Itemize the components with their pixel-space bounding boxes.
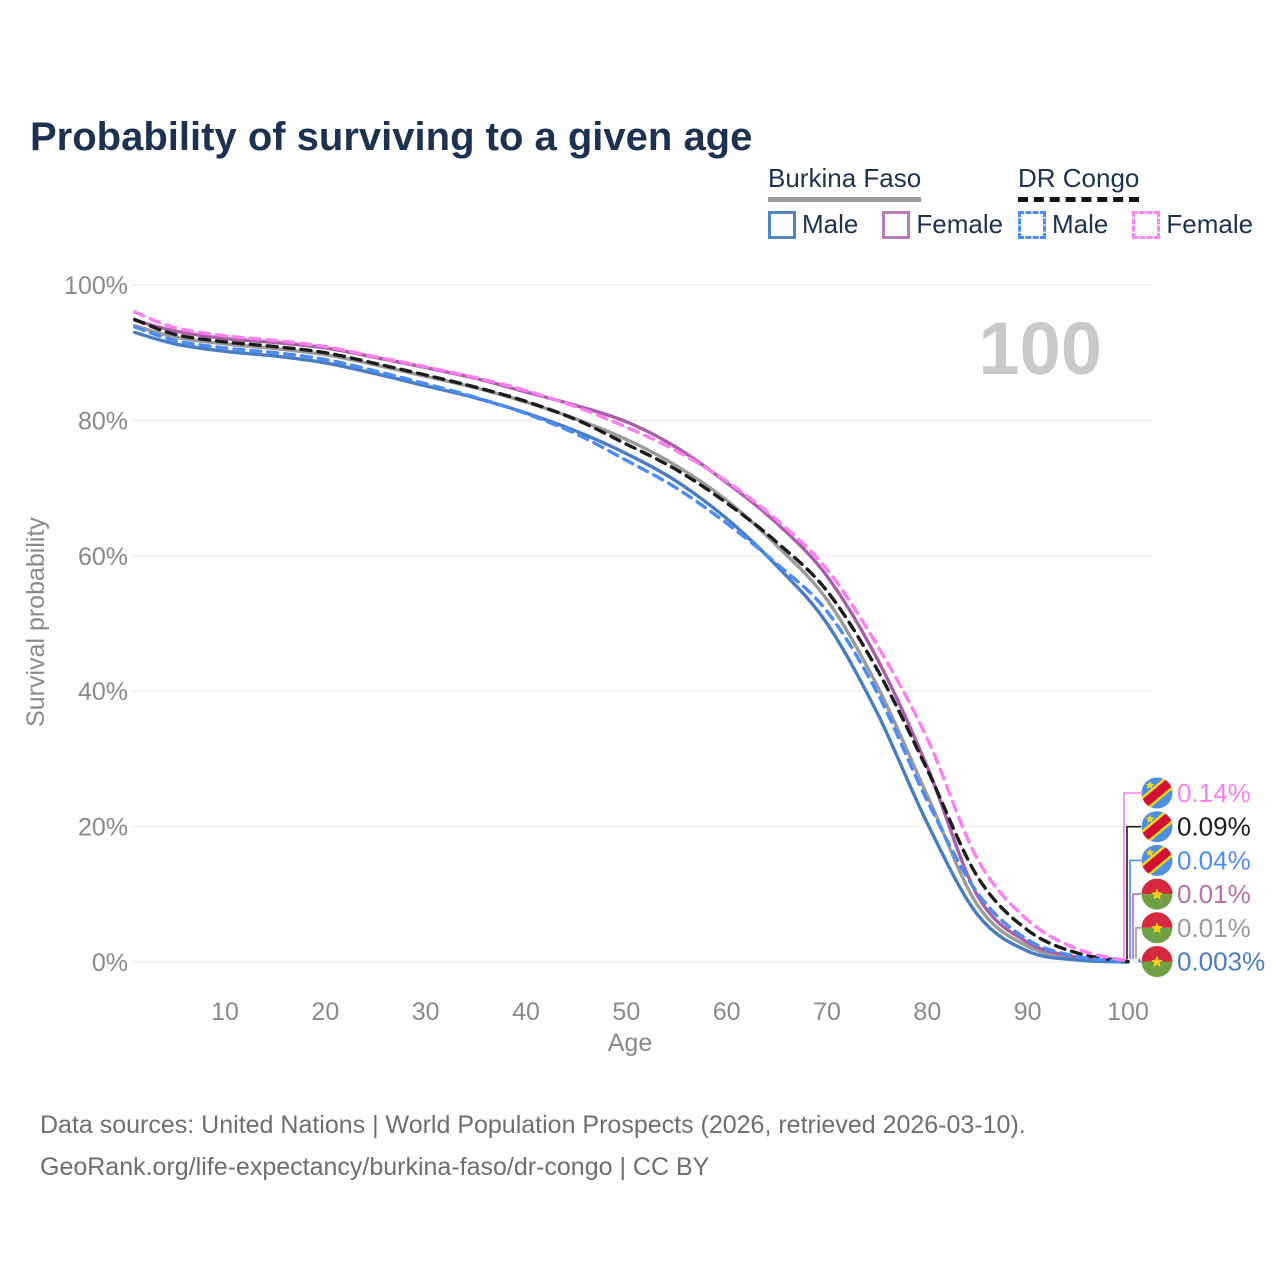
y-tick-label: 80% (78, 407, 128, 435)
y-tick-label: 20% (78, 814, 128, 842)
y-axis-title: Survival probability (22, 517, 50, 727)
end-label-value[interactable]: 0.003% (1177, 947, 1265, 977)
legend-item-label: Female (916, 209, 1004, 239)
legend-item-dr-congo-male[interactable]: Male (1018, 209, 1108, 240)
burkina-faso-female-swatch-icon (882, 210, 911, 239)
y-tick-label: 40% (78, 678, 128, 706)
end-label-connector (1123, 792, 1141, 959)
end-label-connector (1135, 926, 1141, 959)
legend-item-label: Female (1166, 209, 1254, 239)
end-label-connector (1138, 959, 1141, 963)
end-label-value[interactable]: 0.01% (1177, 913, 1251, 943)
series-line-dr-congo-female[interactable] (133, 310, 1130, 963)
y-tick-label: 0% (92, 949, 128, 977)
series-line-burkina-faso-male[interactable] (133, 330, 1130, 964)
x-tick-label: 40 (512, 998, 540, 1026)
end-label-value[interactable]: 0.09% (1177, 812, 1251, 842)
page-title: Probability of surviving to a given age (30, 114, 753, 159)
dr-congo-flag-icon (1141, 811, 1173, 843)
dr-congo-male-swatch-icon (1018, 210, 1046, 239)
end-label-connector (1129, 859, 1141, 959)
age-watermark: 100 (979, 307, 1102, 390)
data-source-line: Data sources: United Nations | World Pop… (40, 1111, 1026, 1139)
series-line-burkina-faso-female[interactable] (133, 318, 1130, 964)
y-tick-label: 100% (64, 272, 128, 300)
legend-item-burkina-faso-male[interactable]: Male (768, 209, 858, 240)
y-tick-label: 60% (78, 543, 128, 571)
burkina-faso-flag-icon (1141, 878, 1173, 910)
burkina-faso-male-swatch-icon (768, 210, 796, 239)
x-tick-label: 50 (612, 998, 640, 1026)
data-source-note: Data sources: United Nations | World Pop… (40, 1104, 1026, 1188)
burkina-faso-flag-icon (1141, 946, 1173, 977)
series-line-dr-congo-male[interactable] (133, 325, 1130, 964)
legend-item-dr-congo-female[interactable]: Female (1132, 209, 1253, 240)
x-tick-label: 30 (412, 998, 440, 1026)
attribution-line: GeoRank.org/life-expectancy/burkina-faso… (40, 1153, 710, 1181)
dr-congo-flag-icon (1141, 844, 1173, 876)
legend-item-label: Male (802, 209, 859, 239)
end-label-value[interactable]: 0.04% (1177, 845, 1251, 875)
burkina-faso-flag-icon (1141, 912, 1173, 944)
x-tick-label: 10 (211, 998, 239, 1026)
x-tick-label: 70 (813, 998, 841, 1026)
x-tick-label: 90 (1014, 998, 1042, 1026)
series-line-burkina-faso-both[interactable] (133, 323, 1130, 964)
x-tick-label: 80 (913, 998, 941, 1026)
dr-congo-flag-icon (1141, 777, 1173, 809)
end-label-value[interactable]: 0.01% (1177, 879, 1251, 909)
legend-item-label: Male (1052, 209, 1109, 239)
x-axis-title: Age (608, 1029, 652, 1057)
legend-group-dr-congo: DR Congo Male Female (1018, 163, 1253, 240)
x-tick-label: 20 (311, 998, 339, 1026)
x-tick-label: 100 (1107, 998, 1149, 1026)
end-label-connector (1132, 893, 1141, 959)
legend-heading-dr-congo[interactable]: DR Congo (1018, 163, 1140, 202)
series-line-dr-congo-both[interactable] (133, 317, 1130, 964)
x-tick-label: 60 (713, 998, 741, 1026)
legend-item-burkina-faso-female[interactable]: Female (882, 209, 1003, 240)
legend-group-burkina-faso: Burkina Faso Male Female (768, 163, 1003, 240)
end-label-value[interactable]: 0.14% (1177, 778, 1251, 808)
end-label-connector (1126, 825, 1141, 959)
dr-congo-female-swatch-icon (1132, 210, 1161, 239)
legend-heading-burkina-faso[interactable]: Burkina Faso (768, 163, 922, 202)
